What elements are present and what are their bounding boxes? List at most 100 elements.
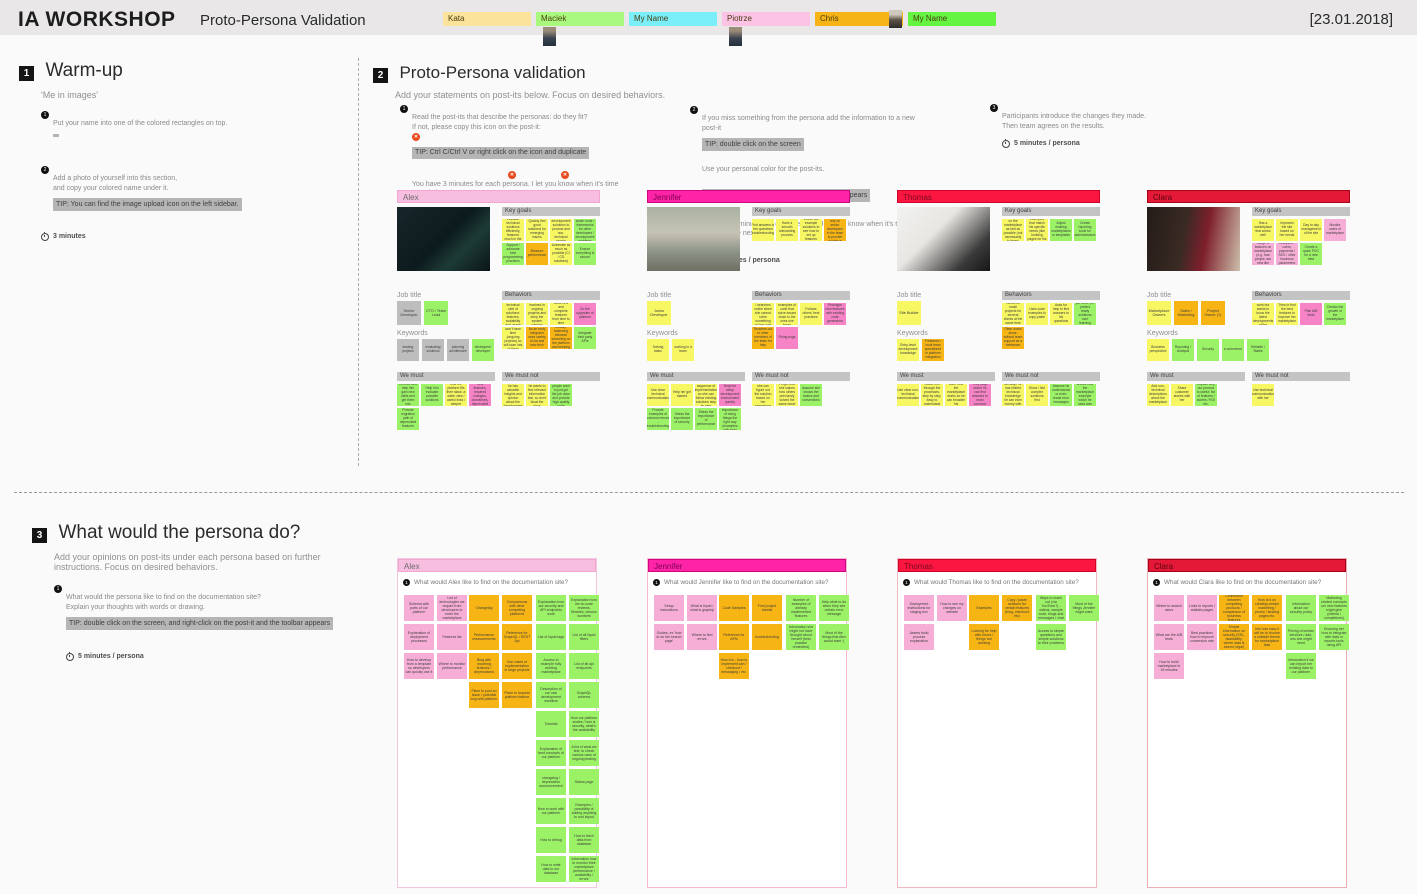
sticky-note[interactable]: Searches for examples of code that solve…: [776, 303, 798, 325]
sticky-note[interactable]: e-commerce: [1222, 339, 1244, 361]
sticky-note[interactable]: Find answers to her questions (troublesh…: [752, 219, 774, 241]
sticky-note[interactable]: Help what to do when they see certain er…: [819, 595, 849, 621]
sticky-note[interactable]: Checks the technical side of solutions: …: [502, 303, 524, 325]
sticky-note[interactable]: Marketing related concepts our new featu…: [1319, 595, 1349, 621]
sticky-note[interactable]: How to write data to our database: [536, 856, 566, 882]
sticky-note[interactable]: Has a marketplace that works well: [1252, 219, 1274, 241]
sticky-note[interactable]: Do the upgrades of platform: [574, 303, 596, 325]
sticky-note[interactable]: Information if we can import her existin…: [1286, 653, 1316, 679]
sticky-note[interactable]: Forget that although he has limited tech…: [1002, 384, 1024, 406]
sticky-note[interactable]: Help her get started: [671, 384, 693, 406]
sticky-note[interactable]: Schema with parts of our platform: [404, 595, 434, 621]
sticky-note[interactable]: Wants to be involved in ongoing projects…: [526, 303, 548, 325]
name-tag[interactable]: Chris: [815, 10, 903, 28]
sticky-note[interactable]: Project Owner (?): [1201, 301, 1225, 325]
sticky-note[interactable]: Explanation of best concepts of our plat…: [536, 740, 566, 766]
sticky-note[interactable]: Keep OSS in mind, and help him gain new …: [397, 384, 419, 406]
sticky-note[interactable]: Use technical communication with her: [1252, 384, 1274, 406]
persona-name-bar[interactable]: Clara: [1147, 190, 1350, 203]
participant-avatar[interactable]: [543, 27, 556, 46]
sticky-note[interactable]: Changelog: [469, 595, 499, 621]
sticky-note[interactable]: Site Builder: [897, 301, 921, 325]
sticky-note[interactable]: How to's on creating certain marketing /…: [1252, 595, 1282, 621]
sticky-note[interactable]: Explanation how we do code reviews, libr…: [569, 595, 599, 621]
sticky-note[interactable]: Checks the growth of the marketplace: [1324, 303, 1346, 325]
sticky-note[interactable]: Place to request platform feature: [502, 682, 532, 708]
sticky-note[interactable]: changelog / deprecation announcement: [536, 769, 566, 795]
sticky-note[interactable]: Where to search users: [1154, 595, 1184, 621]
sticky-note[interactable]: Security: [1197, 339, 1219, 361]
sticky-note[interactable]: Information about our security policy: [1286, 595, 1316, 621]
sticky-note[interactable]: How to see my changes on website: [937, 595, 967, 621]
sticky-note[interactable]: Place to post an issue / potential bug w…: [469, 682, 499, 708]
sticky-note[interactable]: Find and evaluate technical solutions ef…: [502, 219, 524, 241]
persona-name-bar[interactable]: Thomas: [898, 559, 1096, 572]
sticky-note[interactable]: Analytics - users, payments / SEO / othe…: [1276, 243, 1298, 265]
sticky-note[interactable]: List of liquid tags: [536, 624, 566, 650]
sticky-note[interactable]: Reaches out to other members of the team…: [752, 327, 774, 349]
sticky-note[interactable]: Explain the development solutions to pro…: [550, 219, 572, 241]
sticky-note[interactable]: Reliable / Stable: [1247, 339, 1269, 361]
sticky-note[interactable]: Find examples that match his specific ne…: [1026, 219, 1048, 241]
sticky-note[interactable]: Quickly find good solutions for emerging…: [526, 219, 548, 241]
sticky-note[interactable]: Explanation of deployment processes: [404, 624, 434, 650]
sticky-note[interactable]: Information how to monitor their marketp…: [569, 856, 599, 882]
sticky-note[interactable]: First project tutorial: [752, 595, 782, 621]
persona-photo[interactable]: [647, 207, 740, 271]
sticky-note[interactable]: Think that she can figure out the soluti…: [752, 384, 774, 406]
sticky-note[interactable]: Reference for GraphQL / REST Api: [502, 624, 532, 650]
sticky-note[interactable]: Adds new and complete features from time…: [550, 303, 572, 325]
sticky-note[interactable]: Use clear technical communication: [647, 384, 669, 406]
sticky-note[interactable]: Access to simple questions and simple so…: [1036, 624, 1066, 650]
sticky-note[interactable]: Explanation how our security and API end…: [536, 595, 566, 621]
sticky-note[interactable]: Assume he understands or even reads erro…: [1050, 384, 1072, 406]
sticky-note[interactable]: How to develop from a template so develo…: [404, 653, 434, 679]
sticky-note[interactable]: Often works alone, without team support …: [1002, 327, 1024, 349]
sticky-note[interactable]: Most of the things Jennifer might want: [1069, 595, 1099, 621]
sticky-note[interactable]: Create reporting tools for administrator…: [1074, 219, 1096, 241]
sticky-note[interactable]: Performance measurements: [469, 624, 499, 650]
sticky-note[interactable]: What are the A/B tests: [1154, 624, 1184, 650]
sticky-note[interactable]: troubleshooting: [752, 624, 782, 650]
persona-name-bar[interactable]: Jennifer: [647, 190, 850, 203]
name-tag[interactable]: Kata: [443, 12, 531, 26]
sticky-note[interactable]: Looking for help with errors / things no…: [969, 624, 999, 650]
sticky-note[interactable]: Works on small projects for several clie…: [1002, 303, 1024, 325]
reject-icon[interactable]: [561, 171, 569, 179]
sticky-note[interactable]: Uses code examples to copy-paste: [1026, 303, 1048, 325]
sticky-note[interactable]: How to debug: [536, 827, 566, 853]
sticky-note[interactable]: Where to monitor performance: [437, 653, 467, 679]
sticky-note[interactable]: Add non-technical descriptions about the…: [1147, 384, 1169, 406]
sticky-note[interactable]: Show / hint complex solutions first: [1026, 384, 1048, 406]
sticky-note[interactable]: Follows others' best practices: [800, 303, 822, 325]
sticky-note[interactable]: Ensuring her how to integrate with data …: [1319, 624, 1349, 650]
sticky-note[interactable]: Asks seniors / searches online when she …: [752, 303, 774, 325]
sticky-note[interactable]: He looks broadly: balancing between sear…: [550, 327, 572, 349]
sticky-note[interactable]: Setup instructions: [654, 595, 684, 621]
sticky-note[interactable]: Code Samples: [719, 595, 749, 621]
sticky-note[interactable]: Integrate third party APIs: [574, 327, 596, 349]
sticky-note[interactable]: Info how easy it will be to choose a sui…: [1252, 624, 1282, 650]
sticky-note[interactable]: Use clear non-technical communication: [897, 384, 919, 406]
sticky-note[interactable]: Stress the importance of security: [671, 408, 693, 430]
sticky-note[interactable]: Help him evaluate possible solutions: [421, 384, 443, 406]
sticky-note[interactable]: Assets build process explanation: [904, 624, 934, 650]
sticky-note[interactable]: Support / advocate best programming prac…: [502, 243, 524, 265]
sticky-note[interactable]: Doesn't do developer work but wants to k…: [1252, 303, 1274, 325]
sticky-note[interactable]: Business perspective: [1147, 339, 1169, 361]
sticky-note[interactable]: Day to day management of the site: [1300, 219, 1322, 241]
sticky-note[interactable]: How to work with our platform: [536, 798, 566, 824]
sticky-note[interactable]: How our platform scales / how is securit…: [569, 711, 599, 737]
sticky-note[interactable]: Forget that he has valuable insights and…: [502, 384, 524, 406]
name-tag[interactable]: My Name: [908, 12, 996, 26]
sticky-note[interactable]: Senior Developer: [397, 301, 421, 325]
sticky-note[interactable]: Create a quick POC for a new idea: [1300, 243, 1322, 265]
sticky-note[interactable]: Access to example fully working marketpl…: [536, 653, 566, 679]
sticky-note[interactable]: Forget that he wants to find relevant in…: [526, 384, 548, 406]
sticky-note[interactable]: Use cases of implementation in large pro…: [502, 653, 532, 679]
sticky-note[interactable]: Explain why our product is useful: list …: [1195, 384, 1217, 406]
sticky-note[interactable]: Junior Developer: [647, 301, 671, 325]
sticky-note[interactable]: Number of examples of already implemente…: [786, 595, 816, 621]
sticky-note[interactable]: Reporting / Analysis: [1172, 339, 1194, 361]
